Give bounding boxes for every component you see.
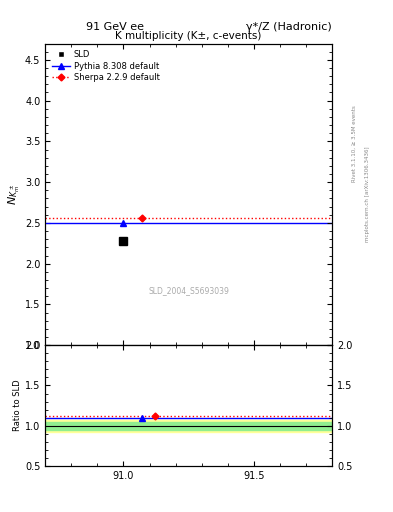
Y-axis label: $N_{K^\pm_m}$: $N_{K^\pm_m}$ (6, 184, 22, 205)
Bar (45, 420, 332, 422)
Text: mcplots.cern.ch [arXiv:1306.3436]: mcplots.cern.ch [arXiv:1306.3436] (365, 147, 371, 242)
Bar (45, 430, 332, 432)
Text: γ*/Z (Hadronic): γ*/Z (Hadronic) (246, 22, 332, 32)
Text: SLD_2004_S5693039: SLD_2004_S5693039 (148, 286, 229, 295)
Legend: SLD, Pythia 8.308 default, Sherpa 2.2.9 default: SLD, Pythia 8.308 default, Sherpa 2.2.9 … (50, 48, 162, 84)
Text: Rivet 3.1.10, ≥ 3.5M events: Rivet 3.1.10, ≥ 3.5M events (352, 105, 357, 182)
Text: 91 GeV ee: 91 GeV ee (86, 22, 145, 32)
Title: K multiplicity (K±, c-events): K multiplicity (K±, c-events) (116, 31, 262, 41)
Bar (45, 422, 332, 430)
Y-axis label: Ratio to SLD: Ratio to SLD (13, 380, 22, 432)
